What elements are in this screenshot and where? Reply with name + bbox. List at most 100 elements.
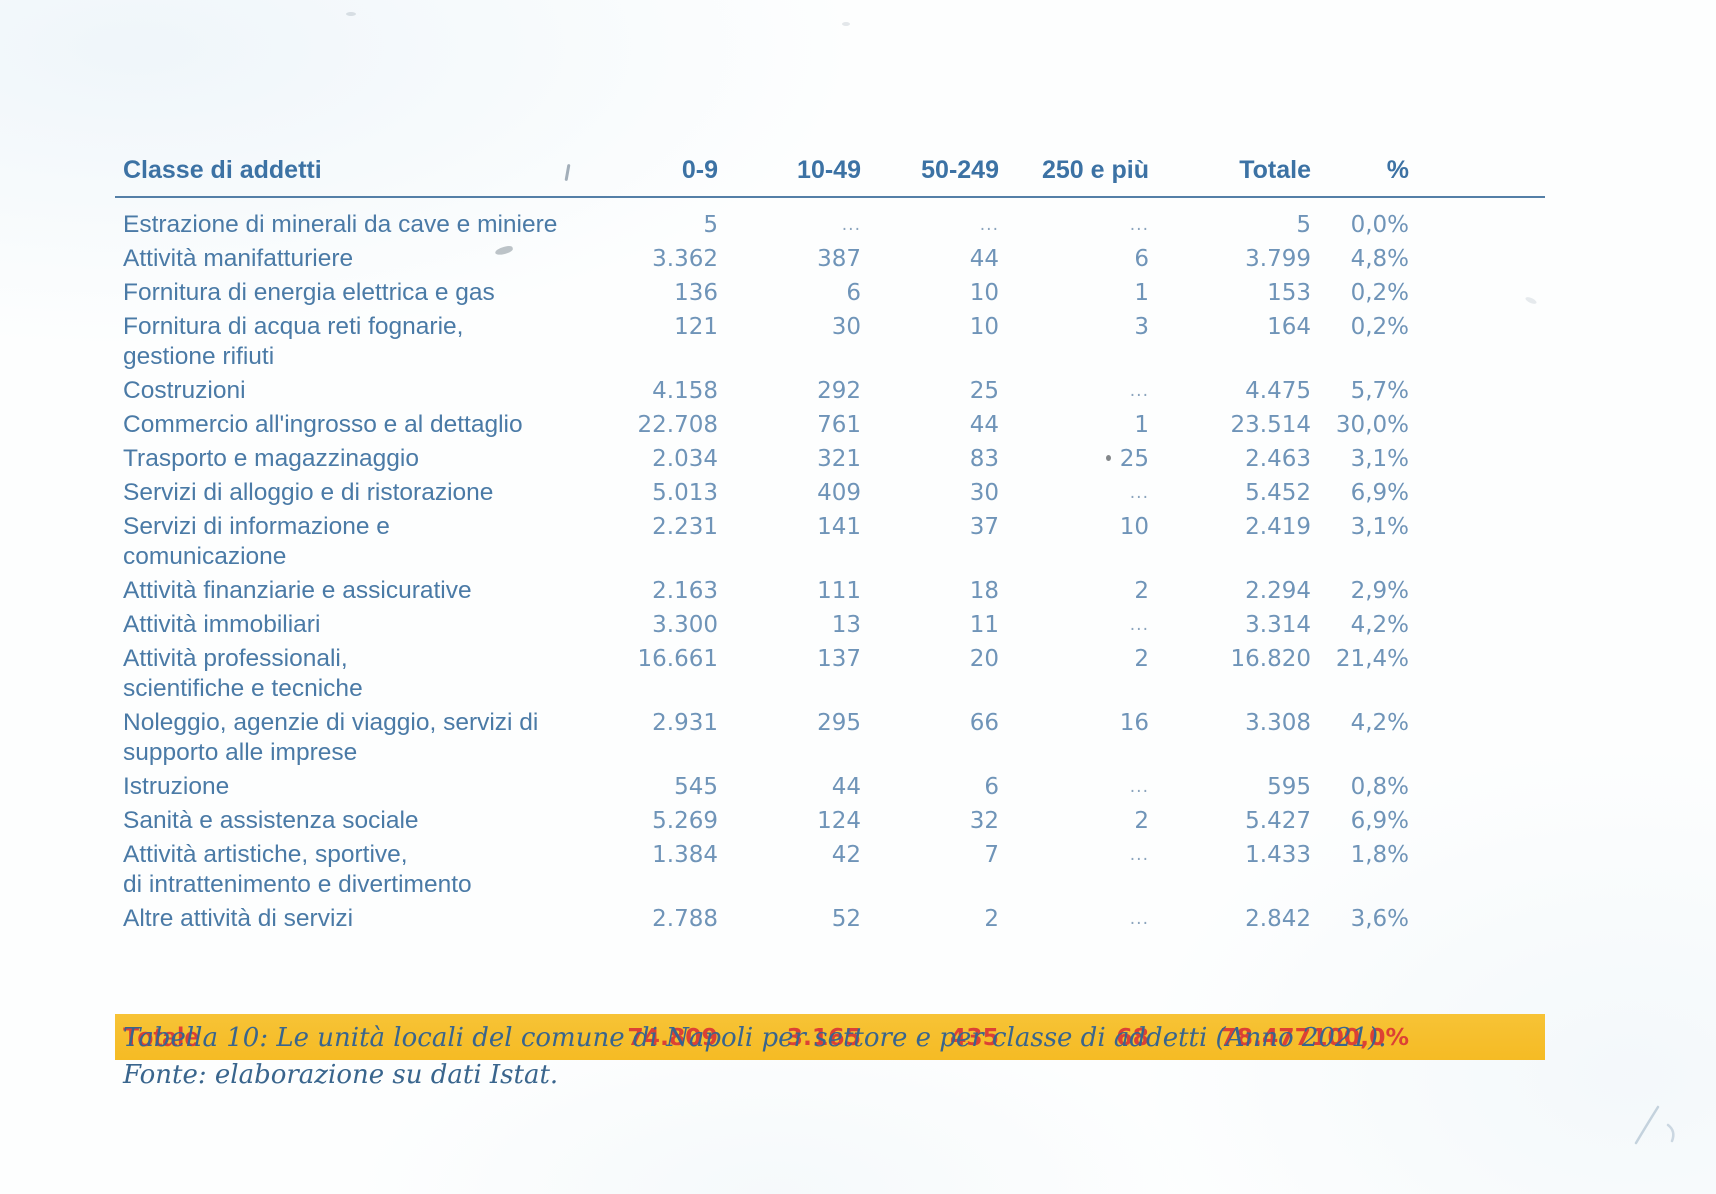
value-cell: 153 xyxy=(1267,280,1311,306)
row-padding xyxy=(1409,476,1545,510)
sector-label: Sanità e assistenza sociale xyxy=(123,807,419,834)
value-cell: 321 xyxy=(817,446,861,472)
value-cell: 7 xyxy=(984,842,999,868)
total-value-50-249: 435 xyxy=(861,1014,999,1060)
total-value-totale: 78.477 xyxy=(1149,1014,1311,1060)
value-cell: 1.384 xyxy=(652,842,718,868)
value-cell: 2.231 xyxy=(652,514,718,540)
value-cell: 1,8% xyxy=(1350,842,1409,868)
value-cell: 10 xyxy=(969,280,999,306)
value-cell: 16.820 xyxy=(1230,646,1311,672)
caption-title-line: Tabella 10: Le unità locali del comune d… xyxy=(123,1023,1387,1053)
value-cell: 136 xyxy=(674,280,718,306)
value-cell: 4.158 xyxy=(652,378,718,404)
sector-label: Trasporto e magazzinaggio xyxy=(123,445,419,472)
value-cell: 2.294 xyxy=(1245,578,1311,604)
row-padding xyxy=(1409,838,1545,902)
value-cell: 6 xyxy=(846,280,861,306)
value-cell: ... xyxy=(1129,777,1149,797)
value-cell: 25 xyxy=(969,378,999,404)
value-cell: 23.514 xyxy=(1230,412,1311,438)
row-padding xyxy=(1409,442,1545,476)
value-cell: 2.931 xyxy=(652,710,718,736)
row-padding xyxy=(1409,242,1545,276)
value-cell: 3.314 xyxy=(1245,612,1311,638)
value-cell: 6,9% xyxy=(1350,808,1409,834)
value-cell: 2.463 xyxy=(1245,446,1311,472)
table-row: Costruzioni 4.158 292 25... 4.475 5,7% xyxy=(115,374,1545,408)
scan-artifact-pen-mark xyxy=(1634,1105,1675,1145)
total-label: Totale xyxy=(115,1014,560,1060)
value-cell: 66 xyxy=(969,710,999,736)
value-cell: 2 xyxy=(1134,808,1149,834)
value-cell: 5.013 xyxy=(652,480,718,506)
scan-artifact-speck xyxy=(346,12,356,16)
value-cell: 3.300 xyxy=(652,612,718,638)
value-cell: 44 xyxy=(969,246,999,272)
row-padding xyxy=(1409,408,1545,442)
header-percent: % xyxy=(1311,156,1409,198)
row-padding xyxy=(1409,706,1545,770)
value-cell: 5 xyxy=(1296,212,1311,238)
total-value-percent: 100,0% xyxy=(1311,1014,1409,1060)
value-cell: 6 xyxy=(1134,246,1149,272)
table-row: Attività professionali, scientifiche e t… xyxy=(115,642,1545,706)
row-padding xyxy=(1409,374,1545,408)
value-cell: 4,2% xyxy=(1350,710,1409,736)
value-cell: ... xyxy=(1129,483,1149,503)
total-value-250-e-piu: 68 xyxy=(999,1014,1149,1060)
total-value-10-49: 3.165 xyxy=(718,1014,861,1060)
value-cell: 3,1% xyxy=(1350,446,1409,472)
value-cell: 1 xyxy=(1134,280,1149,306)
total-row: Totale 74.809 3.165 435 68 78.477 100,0% xyxy=(115,1014,1545,1060)
sector-label: Attività immobiliari xyxy=(123,611,321,638)
table-row: Istruzione 545 44 6... 595 0,8% xyxy=(115,770,1545,804)
value-cell: 2.842 xyxy=(1245,906,1311,932)
value-cell: 5.452 xyxy=(1245,480,1311,506)
row-padding xyxy=(1409,902,1545,936)
row-padding xyxy=(1409,510,1545,574)
header-50-249: 50-249 xyxy=(861,156,999,198)
value-cell: ... xyxy=(1129,615,1149,635)
value-cell: 18 xyxy=(969,578,999,604)
value-cell: 111 xyxy=(817,578,861,604)
sector-label: Altre attività di servizi xyxy=(123,905,354,932)
sector-label: Servizi di alloggio e di ristorazione xyxy=(123,479,494,506)
table-row: Attività finanziarie e assicurative 2.163… xyxy=(115,574,1545,608)
value-cell: 20 xyxy=(969,646,999,672)
table-row: Servizi di alloggio e di ristorazione 5.0… xyxy=(115,476,1545,510)
header-250-e-piu: 250 e più xyxy=(999,156,1149,198)
row-padding xyxy=(1409,770,1545,804)
value-cell: 0,8% xyxy=(1350,774,1409,800)
value-cell: 2 xyxy=(984,906,999,932)
value-cell: 3 xyxy=(1134,314,1149,340)
value-cell: 1 xyxy=(1134,412,1149,438)
value-cell: 121 xyxy=(674,314,718,340)
value-cell: 6,9% xyxy=(1350,480,1409,506)
value-cell: 42 xyxy=(831,842,861,868)
value-cell: 10 xyxy=(969,314,999,340)
sector-label: Attività professionali, scientifiche e t… xyxy=(123,645,363,702)
table-row: Altre attività di servizi 2.788 52 2... 2.84… xyxy=(115,902,1545,936)
value-cell: 3,6% xyxy=(1350,906,1409,932)
value-cell: 2 xyxy=(1134,578,1149,604)
table-row: Commercio all'ingrosso e al dettaglio 22.… xyxy=(115,408,1545,442)
value-cell: 6 xyxy=(984,774,999,800)
value-cell: 141 xyxy=(817,514,861,540)
value-cell: 5.269 xyxy=(652,808,718,834)
sector-label: Servizi di informazione e comunicazione xyxy=(123,513,390,570)
value-cell: 44 xyxy=(831,774,861,800)
value-cell: 545 xyxy=(674,774,718,800)
row-padding xyxy=(1409,197,1545,242)
value-cell: ... xyxy=(979,215,999,235)
value-cell: ... xyxy=(1129,381,1149,401)
value-cell: 2.034 xyxy=(652,446,718,472)
value-cell: 83 xyxy=(969,446,999,472)
table-caption: Tabella 10: Le unità locali del comune d… xyxy=(123,1020,1423,1094)
value-cell: 2,9% xyxy=(1350,578,1409,604)
table-row: Attività manifatturiere 3.362 387 44 6 3.799 4… xyxy=(115,242,1545,276)
value-cell: 30 xyxy=(969,480,999,506)
value-cell: 1.433 xyxy=(1245,842,1311,868)
table-row: Fornitura di acqua reti fognarie, gestio… xyxy=(115,310,1545,374)
